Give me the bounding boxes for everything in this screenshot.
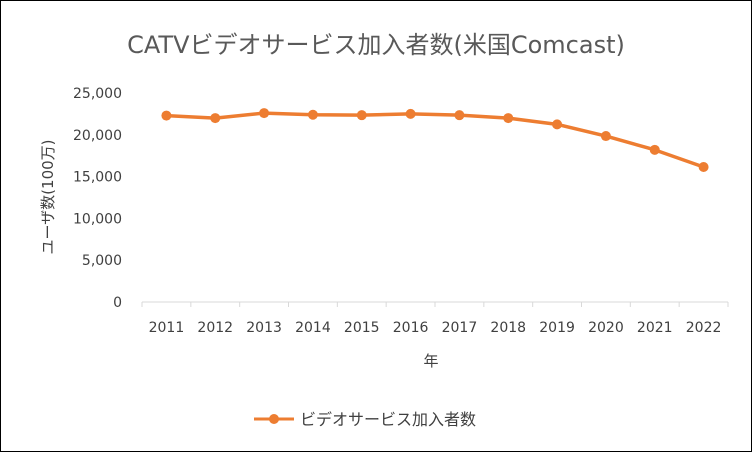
- x-tick-label: 2012: [197, 320, 233, 336]
- x-tick-label: 2015: [344, 320, 380, 336]
- data-point: [210, 113, 221, 124]
- x-tick-label: 2014: [295, 320, 331, 336]
- chart-title: CATVビデオサービス加入者数(米国Comcast): [127, 31, 625, 59]
- y-axis-label: ユーザ数(100万): [39, 139, 57, 254]
- y-tick-label: 15,000: [73, 170, 122, 186]
- data-point: [356, 110, 367, 121]
- y-tick-label: 25,000: [73, 86, 122, 102]
- data-point: [698, 161, 709, 172]
- legend-entry-label: ビデオサービス加入者数: [300, 410, 476, 429]
- series-layer: [161, 108, 709, 172]
- y-tick-label: 5,000: [82, 253, 122, 269]
- x-tick-label: 2020: [588, 320, 624, 336]
- data-point: [405, 108, 416, 119]
- y-tick-label: 0: [113, 295, 122, 311]
- data-point: [259, 108, 270, 119]
- legend: ビデオサービス加入者数: [254, 410, 476, 429]
- x-tick-label: 2019: [539, 320, 575, 336]
- data-point: [600, 131, 611, 142]
- data-point: [503, 113, 514, 124]
- x-tick-label: 2017: [442, 320, 478, 336]
- x-tick-label: 2016: [393, 320, 429, 336]
- data-point: [649, 144, 660, 155]
- data-point: [307, 109, 318, 120]
- x-axis-label: 年: [423, 352, 438, 370]
- x-tick-label: 2018: [490, 320, 526, 336]
- y-axis-ticks: 0 5,000 10,000 15,000 20,000 25,000: [73, 86, 122, 311]
- y-tick-label: 10,000: [73, 211, 122, 227]
- data-point: [454, 110, 465, 121]
- x-tick-label: 2022: [686, 320, 722, 336]
- y-tick-label: 20,000: [73, 128, 122, 144]
- legend-dot-marker: [269, 414, 279, 424]
- data-point: [552, 119, 563, 130]
- x-tick-label: 2013: [246, 320, 282, 336]
- series-line: [164, 111, 706, 169]
- x-tick-label: 2021: [637, 320, 673, 336]
- data-point: [161, 110, 172, 121]
- x-axis-ticks: 2011 2012 2013 2014 2015 2016 2017 2018 2019 2020…: [141, 302, 729, 336]
- x-tick-label: 2011: [149, 320, 185, 336]
